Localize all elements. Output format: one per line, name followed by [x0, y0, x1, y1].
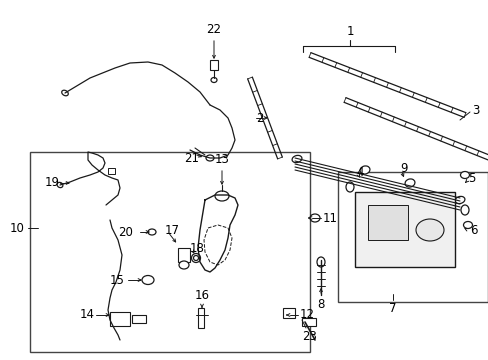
Ellipse shape: [346, 182, 353, 192]
Text: 5: 5: [467, 171, 474, 184]
Text: 10: 10: [10, 221, 25, 234]
Ellipse shape: [291, 156, 301, 163]
Ellipse shape: [61, 90, 68, 96]
Ellipse shape: [309, 214, 319, 222]
Text: 14: 14: [80, 309, 95, 321]
Ellipse shape: [463, 221, 471, 229]
Text: 8: 8: [317, 298, 324, 311]
Text: 12: 12: [299, 309, 314, 321]
Bar: [30, 152, 309, 352]
Ellipse shape: [316, 257, 325, 267]
Ellipse shape: [205, 155, 214, 161]
Text: 7: 7: [388, 302, 396, 315]
Ellipse shape: [460, 205, 468, 215]
Bar: [367, 205, 407, 240]
Text: 6: 6: [469, 224, 476, 237]
Text: 2: 2: [256, 112, 263, 125]
Ellipse shape: [215, 191, 228, 201]
Ellipse shape: [415, 219, 443, 241]
Bar: [198, 308, 203, 328]
Text: 21: 21: [184, 152, 199, 165]
Ellipse shape: [142, 275, 154, 284]
Text: 9: 9: [399, 162, 407, 175]
Ellipse shape: [57, 183, 63, 188]
Text: 22: 22: [206, 23, 221, 36]
Ellipse shape: [193, 256, 198, 261]
Bar: [110, 312, 130, 326]
Text: 1: 1: [346, 25, 353, 38]
Text: 19: 19: [45, 175, 60, 189]
Ellipse shape: [404, 179, 414, 187]
Text: 17: 17: [164, 224, 180, 237]
Ellipse shape: [454, 197, 464, 204]
Ellipse shape: [191, 253, 200, 262]
Text: 13: 13: [214, 153, 229, 166]
Text: 4: 4: [355, 166, 363, 179]
Text: 15: 15: [110, 274, 124, 287]
Bar: [302, 318, 315, 326]
Bar: [354, 192, 454, 267]
Text: 18: 18: [190, 242, 204, 255]
Bar: [283, 308, 294, 318]
Text: 16: 16: [194, 289, 209, 302]
Text: 11: 11: [323, 211, 337, 225]
Bar: [108, 168, 115, 174]
Ellipse shape: [359, 166, 369, 174]
Ellipse shape: [179, 261, 189, 269]
Text: 23: 23: [302, 330, 317, 343]
Text: 3: 3: [471, 104, 478, 117]
Bar: [178, 248, 190, 262]
Ellipse shape: [460, 171, 468, 179]
Bar: [209, 60, 218, 70]
Ellipse shape: [210, 77, 217, 82]
Text: 20: 20: [118, 225, 133, 238]
Ellipse shape: [148, 229, 156, 235]
Bar: [337, 172, 487, 302]
Bar: [132, 315, 146, 323]
